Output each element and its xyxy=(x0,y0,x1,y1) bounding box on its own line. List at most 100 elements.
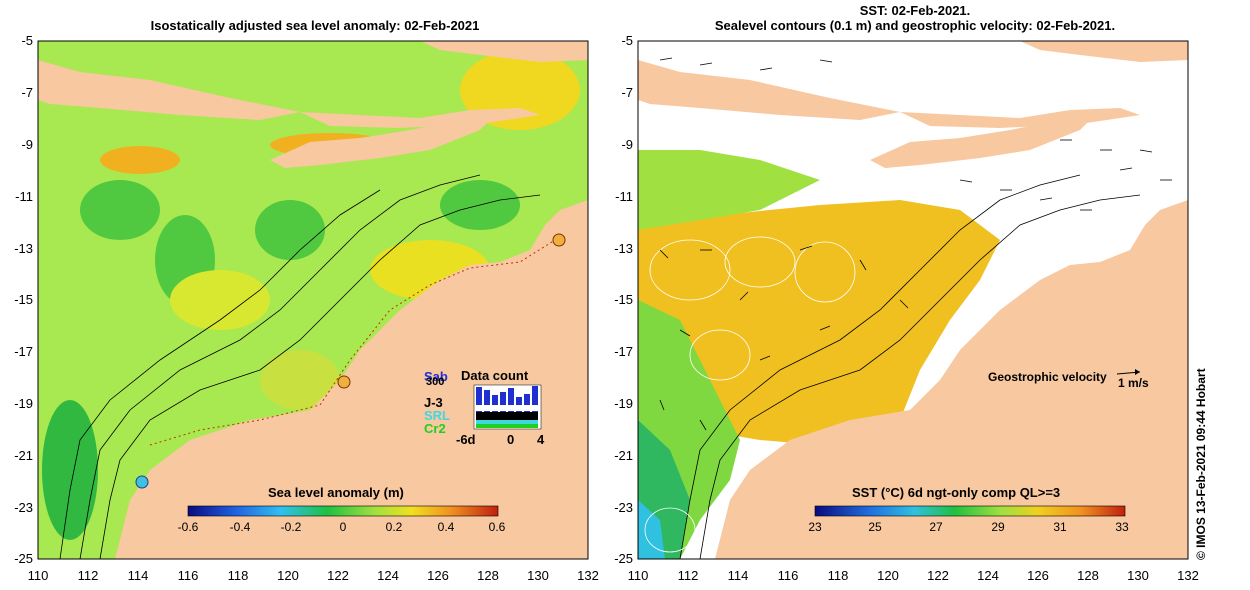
data-count-satellite-j3: J-3 xyxy=(424,395,443,410)
sla-colorbar-tick: -0.4 xyxy=(229,520,251,534)
right-bathymetry-contour xyxy=(679,174,1081,560)
right-lesser-sunda-land xyxy=(900,108,1140,128)
sla-blob-yellow xyxy=(170,270,270,330)
sla-colorbar-tick: 0 xyxy=(339,520,347,534)
left-y-tick: -7 xyxy=(21,85,33,100)
right-y-tick: -11 xyxy=(615,189,633,204)
data-count-axis-tick: 0 xyxy=(507,432,515,447)
right-x-tick: 116 xyxy=(777,568,799,583)
left-y-tick: -25 xyxy=(14,551,33,566)
right-y-tick: -23 xyxy=(614,500,633,515)
left-x-tick: 120 xyxy=(277,568,299,583)
left-bathymetry-contour xyxy=(59,189,381,560)
right-x-tick: 118 xyxy=(827,568,849,583)
sea-level-contour xyxy=(689,329,751,381)
velocity-scale-arrowhead xyxy=(1135,369,1140,375)
data-count-title: Data count xyxy=(461,368,529,383)
right-x-tick: 120 xyxy=(877,568,899,583)
sea-level-contour xyxy=(794,241,856,303)
left-bathymetry-contour xyxy=(79,174,481,560)
sst-cold-region xyxy=(638,500,665,559)
sla-colorbar xyxy=(187,505,499,517)
left-x-tick: 126 xyxy=(427,568,449,583)
left-australia-land xyxy=(115,200,588,559)
sla-blob-yellow xyxy=(260,350,340,410)
left-y-tick: -9 xyxy=(21,137,33,152)
data-count-satellite-sab: Sab xyxy=(424,369,448,384)
sst-colorbar xyxy=(814,505,1126,517)
left-y-tick: -23 xyxy=(14,500,33,515)
right-north-land xyxy=(1020,41,1188,62)
data-count-satellite-cr2: Cr2 xyxy=(424,421,446,436)
sst-green-region xyxy=(638,150,820,230)
sla-colorbar-tick: 0.4 xyxy=(437,520,455,534)
right-x-tick: 126 xyxy=(1027,568,1049,583)
left-bathymetry-contour xyxy=(99,194,541,560)
data-count-axis-tick: 4 xyxy=(537,432,545,447)
left-x-tick: 130 xyxy=(527,568,549,583)
right-x-tick: 110 xyxy=(627,568,649,583)
left-map-frame xyxy=(37,40,589,560)
right-x-tick: 128 xyxy=(1077,568,1099,583)
sst-colorbar-tick: 27 xyxy=(929,520,943,534)
geostrophic-velocity-label: Geostrophic velocity xyxy=(988,370,1107,384)
right-map-frame xyxy=(637,40,1189,560)
sla-blob-green xyxy=(255,200,325,260)
velocity-arrows xyxy=(659,57,1172,431)
left-y-tick: -21 xyxy=(14,448,33,463)
left-y-tick: -5 xyxy=(21,33,33,48)
right-x-tick: 124 xyxy=(977,568,999,583)
left-y-tick: -15 xyxy=(14,292,33,307)
right-x-tick: 112 xyxy=(677,568,699,583)
right-y-tick: -7 xyxy=(621,85,633,100)
altimeter-station-marker xyxy=(552,233,566,247)
left-x-tick: 132 xyxy=(577,568,599,583)
data-count-axis-tick: -6d xyxy=(456,432,476,447)
left-x-tick: 112 xyxy=(77,568,99,583)
right-y-tick: -13 xyxy=(614,241,633,256)
sla-colorbar-tick: -0.2 xyxy=(280,520,302,534)
sst-colorbar-title: SST (°C) 6d ngt-only comp QL>=3 xyxy=(852,485,1061,500)
right-map-title-line2: Sealevel contours (0.1 m) and geostrophi… xyxy=(714,18,1116,33)
sla-colorbar-tick: 0.2 xyxy=(385,520,403,534)
right-x-tick: 130 xyxy=(1127,568,1149,583)
right-y-tick: -15 xyxy=(614,292,633,307)
left-y-tick: -17 xyxy=(14,344,33,359)
left-map xyxy=(37,40,589,560)
left-y-tick: -13 xyxy=(14,241,33,256)
right-y-tick: -17 xyxy=(614,344,633,359)
right-x-tick: 132 xyxy=(1177,568,1199,583)
sea-level-contour xyxy=(649,239,731,301)
data-count-satellite-srl: SRL xyxy=(424,408,450,423)
right-map xyxy=(637,40,1189,560)
sst-colorbar-tick: 31 xyxy=(1053,520,1067,534)
right-bathymetry-contour xyxy=(699,194,1141,560)
right-y-tick: -21 xyxy=(614,448,633,463)
sla-blob-green xyxy=(42,400,98,540)
sea-level-contour xyxy=(644,507,696,553)
data-count-satellite-300: 300 xyxy=(426,376,445,388)
right-map-title-line1: SST: 02-Feb-2021. xyxy=(859,3,971,18)
left-x-tick: 118 xyxy=(227,568,249,583)
left-x-tick: 128 xyxy=(477,568,499,583)
altimeter-station-marker xyxy=(135,475,149,489)
sla-colorbar-tick: -0.6 xyxy=(177,520,199,534)
data-count-inset xyxy=(473,384,542,430)
left-lesser-sunda-land xyxy=(300,108,540,128)
sla-blob-orange xyxy=(100,146,180,174)
left-y-tick: -11 xyxy=(15,189,33,204)
right-y-tick: -19 xyxy=(614,396,633,411)
right-x-tick: 122 xyxy=(927,568,949,583)
imos-credit: © IMOS 13-Feb-2021 09:44 Hobart xyxy=(1194,368,1208,560)
sla-colorbar-tick: 0.6 xyxy=(488,520,506,534)
left-x-tick: 116 xyxy=(177,568,199,583)
left-x-tick: 114 xyxy=(127,568,149,583)
velocity-scale-label: 1 m/s xyxy=(1118,376,1149,390)
left-x-tick: 124 xyxy=(377,568,399,583)
right-x-tick: 114 xyxy=(727,568,749,583)
right-java-land xyxy=(638,60,900,120)
sla-colorbar-title: Sea level anomaly (m) xyxy=(268,485,404,500)
sst-colorbar-tick: 29 xyxy=(991,520,1005,534)
right-y-tick: -25 xyxy=(614,551,633,566)
sla-blob-green xyxy=(80,180,160,240)
